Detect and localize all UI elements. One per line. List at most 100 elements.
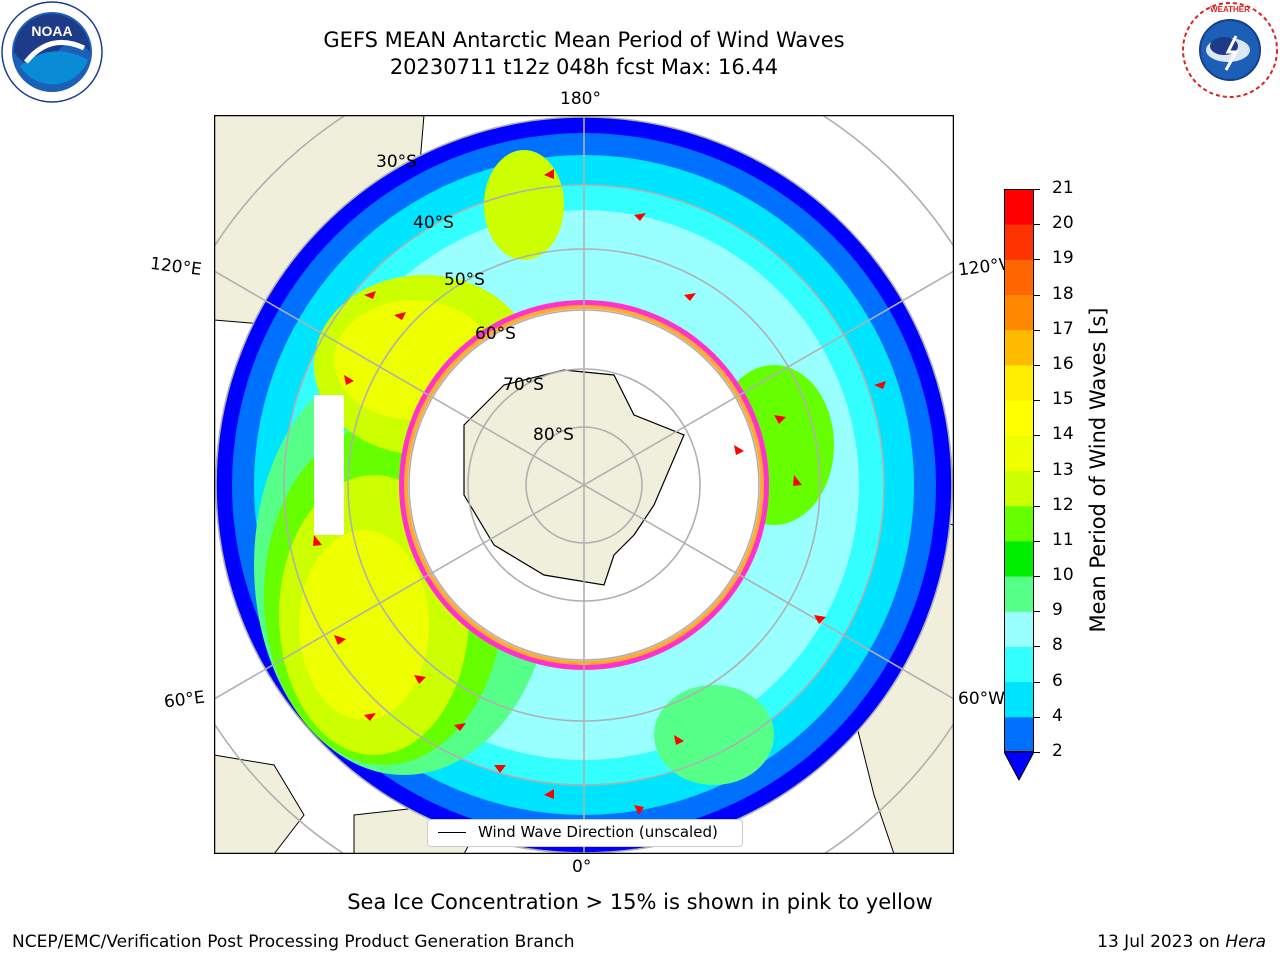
map-legend: Wind Wave Direction (unscaled) [427,819,743,847]
colorbar-segment [1004,435,1034,471]
wind-arrow [334,635,346,645]
colorbar-segment [1004,259,1034,296]
colorbar-segment [1004,611,1034,647]
lon-label-0: 0° [572,857,592,877]
polar-map [214,115,954,854]
wind-arrow [774,415,786,424]
colorbar-tick-label: 11 [1052,529,1074,550]
colorbar-segment [1004,224,1034,260]
lon-label-60w: 60°W [958,689,1005,709]
colorbar-tick-label: 16 [1052,353,1074,374]
colorbar-tick-mark [1034,189,1040,190]
colorbar-segment [1004,646,1034,683]
colorbar-tick-label: 8 [1052,635,1063,656]
lat-label-30s: 30°S [376,152,417,172]
noaa-logo: NOAA [1,1,103,103]
colorbar-tick-label: 13 [1052,459,1074,480]
lat-label-50s: 50°S [444,270,485,290]
colorbar-tick-mark [1034,224,1040,226]
colorbar-tick-mark [1034,752,1040,753]
wind-arrow [734,445,744,455]
colorbar-tick-label: 15 [1052,389,1074,410]
colorbar-segment [1004,576,1034,612]
footer-credit: NCEP/EMC/Verification Post Processing Pr… [12,932,575,952]
legend-label: Wind Wave Direction (unscaled) [478,823,718,841]
wind-arrow [634,213,646,221]
colorbar-segment [1004,540,1034,577]
colorbar-segment [1004,716,1034,753]
colorbar-segment [1004,400,1034,436]
colorbar-segment [1004,470,1034,507]
wind-arrow-field [313,169,886,815]
wind-arrow [684,293,696,301]
nws-logo: WEATHER [1182,2,1278,98]
wind-arrow [313,535,322,546]
colorbar-extend-triangle [1004,751,1034,781]
wind-arrow [494,765,506,773]
colorbar-tick-mark [1034,259,1040,261]
colorbar-tick-mark [1034,400,1040,402]
wind-arrow [364,291,376,299]
lat-label-40s: 40°S [413,213,454,233]
colorbar-segment [1004,364,1034,401]
wind-arrow [414,675,426,684]
svg-text:WEATHER: WEATHER [1210,5,1250,14]
colorbar-tick-mark [1034,611,1040,613]
colorbar [1004,189,1034,781]
chart-title: GEFS MEAN Antarctic Mean Period of Wind … [323,28,845,52]
wind-arrow [793,475,802,486]
colorbar-tick-label: 4 [1052,705,1063,726]
colorbar-tick-mark [1034,470,1040,472]
colorbar-tick-label: 2 [1052,741,1063,761]
colorbar-tick-mark [1034,294,1040,296]
footer-host: Hera [1225,932,1266,952]
wind-arrow [874,381,886,389]
wind-arrow [544,169,554,179]
lon-label-180: 180° [560,89,601,109]
wind-arrow [814,615,826,624]
wind-arrow [394,312,406,320]
colorbar-tick-label: 10 [1052,565,1074,586]
colorbar-segment [1004,294,1034,331]
footer-date: 13 Jul 2023 on Hera [1097,932,1266,952]
lon-label-60e: 60°E [162,687,206,713]
lat-label-60s: 60°S [475,324,516,344]
wind-arrow [634,805,644,815]
wind-arrow [454,723,466,731]
colorbar-tick-label: 12 [1052,494,1074,515]
wind-arrow [344,375,354,385]
colorbar-tick-label: 6 [1052,670,1063,691]
lat-label-70s: 70°S [503,375,544,395]
colorbar-label: Mean Period of Wind Waves [s] [1086,307,1110,633]
colorbar-tick-mark [1034,646,1040,648]
colorbar-tick-mark [1034,329,1040,331]
colorbar-tick-mark [1034,716,1040,718]
lon-label-120e: 120°E [148,253,203,281]
colorbar-segment [1004,329,1034,366]
chart-subtitle: 20230711 t12z 048h fcst Max: 16.44 [389,55,779,79]
colorbar-segment [1004,505,1034,542]
wind-arrow [364,713,376,721]
sea-ice-caption: Sea Ice Concentration > 15% is shown in … [347,890,933,914]
colorbar-segment [1004,189,1034,225]
colorbar-tick-label: 20 [1052,213,1074,234]
colorbar-tick-label: 18 [1052,283,1074,304]
wind-arrow [544,789,554,799]
lat-label-80s: 80°S [533,425,574,445]
colorbar-tick-mark [1034,681,1040,683]
noaa-logo-text: NOAA [31,23,72,39]
colorbar-tick-label: 17 [1052,318,1074,339]
colorbar-tick-mark [1034,505,1040,507]
colorbar-tick-mark [1034,435,1040,437]
colorbar-tick-label: 19 [1052,248,1074,269]
colorbar-tick-label: 9 [1052,600,1063,621]
colorbar-tick-mark [1034,540,1040,542]
colorbar-tick-mark [1034,576,1040,578]
colorbar-tick-label: 14 [1052,424,1074,445]
colorbar-tick-label: 21 [1052,178,1074,198]
colorbar-segment [1004,681,1034,718]
wind-arrow [674,735,684,745]
africa-land [214,754,305,854]
colorbar-tick-mark [1034,364,1040,366]
legend-line-symbol [438,832,466,833]
